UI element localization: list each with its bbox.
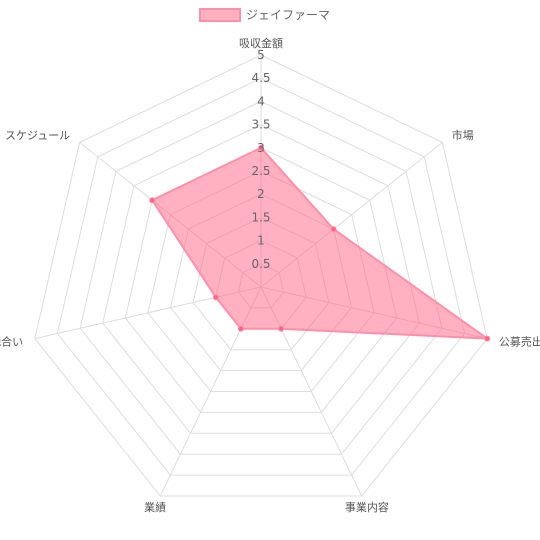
tick-labels: 0.5 1 1.5 2 2.5 3 3.5 4 4.5 5 (251, 48, 270, 271)
grid-ring (34, 54, 488, 497)
axis-label: スケジュール (5, 129, 70, 142)
data-point[interactable] (212, 294, 219, 301)
legend-label[interactable]: ジェイファーマ (246, 8, 330, 22)
axis-label: 業績 (144, 500, 166, 514)
axis-label: 吸収金額 (239, 36, 283, 50)
tick-label: 1.5 (251, 210, 270, 224)
tick-label: 0.5 (251, 257, 270, 271)
tick-label: 2 (257, 187, 265, 201)
data-point[interactable] (278, 325, 285, 332)
data-point[interactable] (149, 197, 156, 204)
tick-label: 4.5 (251, 71, 270, 85)
series-layer (149, 144, 491, 342)
axis-label: 地合い (0, 334, 23, 348)
legend-swatch[interactable] (199, 8, 241, 22)
grid-ring (79, 100, 443, 455)
axis-label: 市場 (452, 128, 474, 142)
tick-label: 3.5 (251, 118, 270, 132)
axis-label: 事業内容 (345, 500, 389, 514)
tick-label: 1 (257, 234, 265, 248)
data-point[interactable] (258, 144, 264, 151)
data-point[interactable] (237, 325, 244, 332)
grid-ring (102, 124, 420, 434)
data-point[interactable] (330, 226, 337, 233)
tick-label: 3 (257, 141, 265, 155)
tick-label: 5 (257, 48, 265, 62)
grid-ring (56, 77, 466, 476)
series-area[interactable] (150, 146, 491, 340)
legend[interactable]: ジェイファーマ (199, 8, 330, 22)
grid-ring (124, 147, 398, 413)
axis-label: 公募売出比 (499, 334, 540, 348)
tick-label: 4 (257, 94, 265, 108)
grid-ring (147, 170, 375, 392)
tick-label: 2.5 (251, 164, 270, 178)
axis-labels: 吸収金額市場公募売出比事業内容 業績 地合い スケジュール (0, 36, 540, 514)
data-point[interactable] (484, 335, 491, 342)
